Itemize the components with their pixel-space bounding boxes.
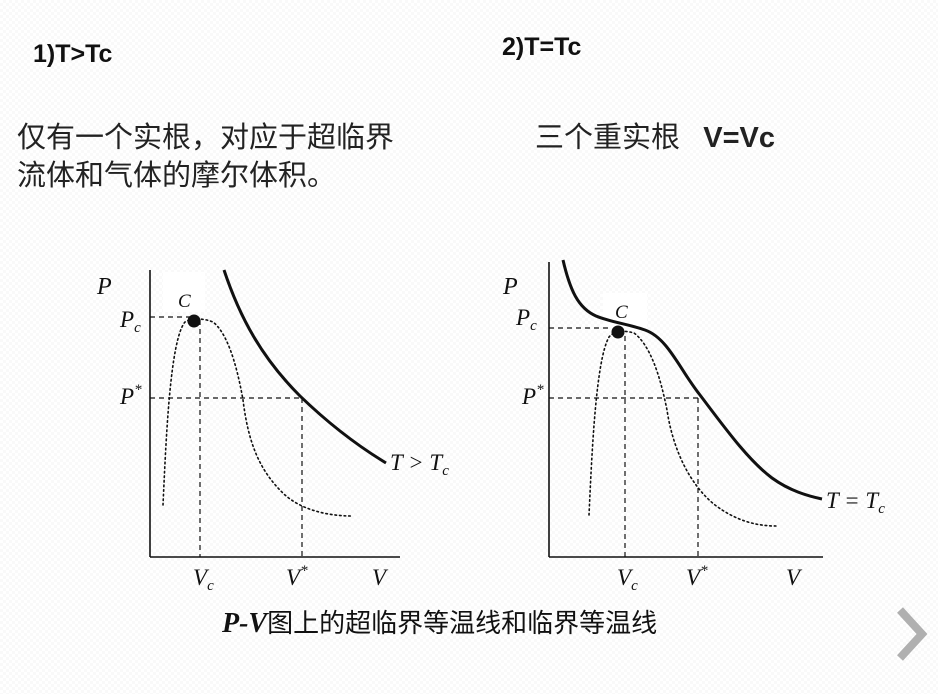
left-v-axis-label: V [372,565,389,590]
right-vstar-label: V* [686,563,708,590]
right-heading: 2)T=Tc [502,33,582,61]
right-vc-label: Vc [617,565,638,594]
right-isotherm-curve [561,259,823,501]
left-description: 仅有一个实根，对应于超临界 流体和气体的摩尔体积。 [17,118,394,194]
right-coexistence-dome [588,330,777,527]
left-curve-label: T > Tc [390,450,449,479]
left-pc-label: Pc [119,307,141,336]
left-c-label-patch [163,272,205,312]
left-critical-point [187,314,201,328]
right-pc-label: Pc [515,305,537,334]
left-heading: 1)T>Tc [33,40,113,68]
left-description-line-1: 仅有一个实根，对应于超临界 [17,120,395,154]
left-vstar-label: V* [286,563,308,590]
next-slide-button[interactable] [890,604,930,664]
left-description-line-2: 流体和气体的摩尔体积。 [17,158,337,192]
chevron-right-icon [897,607,928,661]
right-description: 三个重实根 V=Vc [535,118,775,157]
left-coexistence-dome [162,318,353,517]
right-c-label: C [615,302,628,323]
right-v-axis-label: V [786,565,803,590]
left-c-label: C [178,291,191,312]
right-curve-label: T = Tc [826,488,885,517]
left-isotherm-curve [222,269,387,465]
caption-text: 图上的超临界等温线和临界等温线 [267,609,658,639]
caption-pv: P-V [222,608,268,639]
right-critical-point [611,325,625,339]
right-description-text: 三个重实根 [535,120,681,154]
right-description-bold: V=Vc [703,122,775,154]
left-p-axis-label: P [96,274,112,300]
left-pstar-label: P* [119,382,142,409]
right-pstar-label: P* [521,382,544,409]
right-p-axis-label: P [502,274,518,300]
figure-caption: P-V图上的超临界等温线和临界等温线 [222,603,657,640]
left-vc-label: Vc [193,565,214,594]
